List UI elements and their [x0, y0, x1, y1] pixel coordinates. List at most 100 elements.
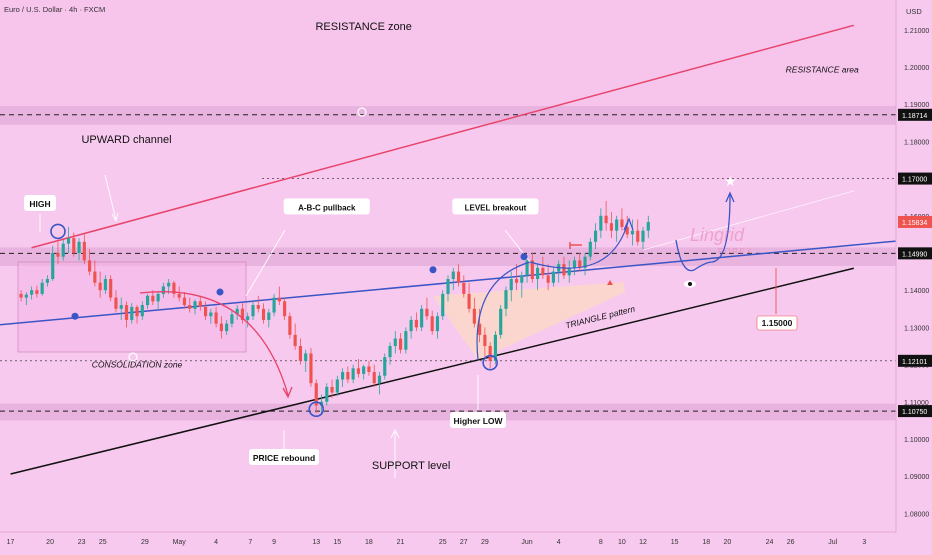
candle-body — [309, 353, 313, 384]
candle-body — [478, 323, 482, 335]
time-tick: 9 — [272, 539, 276, 546]
candle-body — [140, 305, 144, 317]
candle-body — [219, 323, 223, 332]
price-tick: 1.19000 — [904, 102, 929, 109]
badge-price-text: 1.14990 — [902, 251, 927, 258]
candle-body — [514, 279, 519, 283]
candle-body — [267, 312, 271, 320]
candle-body — [625, 226, 629, 235]
candle-body — [367, 366, 371, 373]
candle-body — [156, 293, 160, 302]
time-tick: 15 — [671, 539, 679, 546]
price-tick: 1.10000 — [904, 437, 929, 444]
price-tick: 1.08000 — [904, 511, 929, 518]
price-tick: 1.21000 — [904, 28, 929, 35]
candle-body — [541, 267, 545, 276]
time-tick: Jul — [828, 539, 837, 546]
level-price-badge — [898, 172, 932, 185]
time-tick: 26 — [787, 539, 795, 546]
candle-body — [615, 219, 619, 231]
candle-body — [472, 308, 476, 324]
candle-body — [530, 260, 534, 280]
candle-body — [599, 215, 603, 231]
candle-body — [124, 305, 129, 320]
time-tick: 21 — [397, 539, 405, 546]
candle-body — [182, 297, 187, 306]
candle-body — [66, 238, 71, 244]
candle-body — [362, 366, 366, 374]
candle-body — [145, 295, 150, 306]
candle-body — [593, 230, 598, 242]
candle-body — [209, 312, 213, 317]
candle-body — [430, 316, 434, 332]
candle-body — [88, 260, 92, 272]
time-tick: 27 — [460, 539, 468, 546]
candle-body — [420, 308, 424, 328]
support-level-label: SUPPORT level — [372, 460, 450, 472]
level-breakout-label: LEVEL breakout — [465, 203, 527, 212]
candle-body — [356, 368, 360, 374]
candle-body — [198, 301, 202, 307]
candle-body — [398, 338, 403, 350]
candle-body — [40, 282, 44, 294]
time-tick: 4 — [557, 539, 561, 546]
price-tick: 1.13000 — [904, 325, 929, 332]
candle-body — [135, 306, 139, 317]
candle-body — [493, 334, 498, 361]
candle-body — [203, 306, 208, 317]
candle-body — [646, 222, 650, 231]
candle-body — [504, 290, 508, 309]
upward-channel-label: UPWARD channel — [81, 134, 171, 146]
badge-price-text: 1.12101 — [902, 359, 927, 366]
badge-price-text: 1.15834 — [902, 220, 927, 227]
time-tick: Jun — [521, 539, 532, 546]
time-tick: 24 — [766, 539, 774, 546]
candle-body — [509, 279, 513, 291]
symbol-title[interactable]: Euro / U.S. Dollar · 4h · FXCM — [4, 5, 105, 14]
candle-body — [277, 297, 281, 302]
price-tick: 1.11000 — [904, 400, 929, 407]
candle-body — [435, 316, 440, 332]
high-circle — [50, 223, 66, 240]
candle-body — [130, 306, 134, 320]
candle-body — [372, 372, 376, 384]
channel-touch-dot — [520, 253, 528, 261]
resistance-zone-icon — [357, 107, 367, 117]
support-pointer-head — [390, 428, 400, 439]
time-tick: 29 — [141, 539, 149, 546]
abc-pullback-arrowhead — [282, 386, 293, 399]
candle-body — [462, 282, 466, 294]
candle-body — [446, 279, 450, 294]
candle-body — [45, 279, 50, 283]
candle-body — [30, 290, 34, 295]
candle-body — [304, 353, 308, 361]
candle-body — [620, 219, 624, 227]
candle-body — [93, 271, 97, 283]
level-price-badge — [898, 354, 932, 367]
abc-pullback-label: A-B-C pullback — [298, 203, 356, 212]
resistance-line — [31, 24, 855, 249]
candle-body — [240, 308, 245, 320]
level-price-badge — [898, 405, 932, 418]
higher-low-label: Higher LOW — [453, 416, 503, 426]
candle-body — [256, 305, 260, 309]
time-tick: 18 — [702, 539, 710, 546]
candle-body — [261, 308, 266, 320]
time-tick: 20 — [723, 539, 731, 546]
level-breakout-badge — [452, 198, 539, 215]
level-price-badge — [898, 108, 932, 121]
candle-body — [56, 252, 60, 257]
candle-body — [583, 256, 587, 268]
candle-body — [567, 267, 571, 276]
candle-body — [172, 282, 176, 294]
candle-body — [151, 295, 155, 302]
abc-pullback-arrow — [139, 291, 289, 396]
candle-body — [246, 316, 250, 320]
candle-body — [193, 301, 197, 309]
candle-body — [188, 305, 192, 309]
resistance-region — [0, 0, 896, 107]
candle-body — [588, 241, 592, 257]
time-tick: 25 — [439, 539, 447, 546]
